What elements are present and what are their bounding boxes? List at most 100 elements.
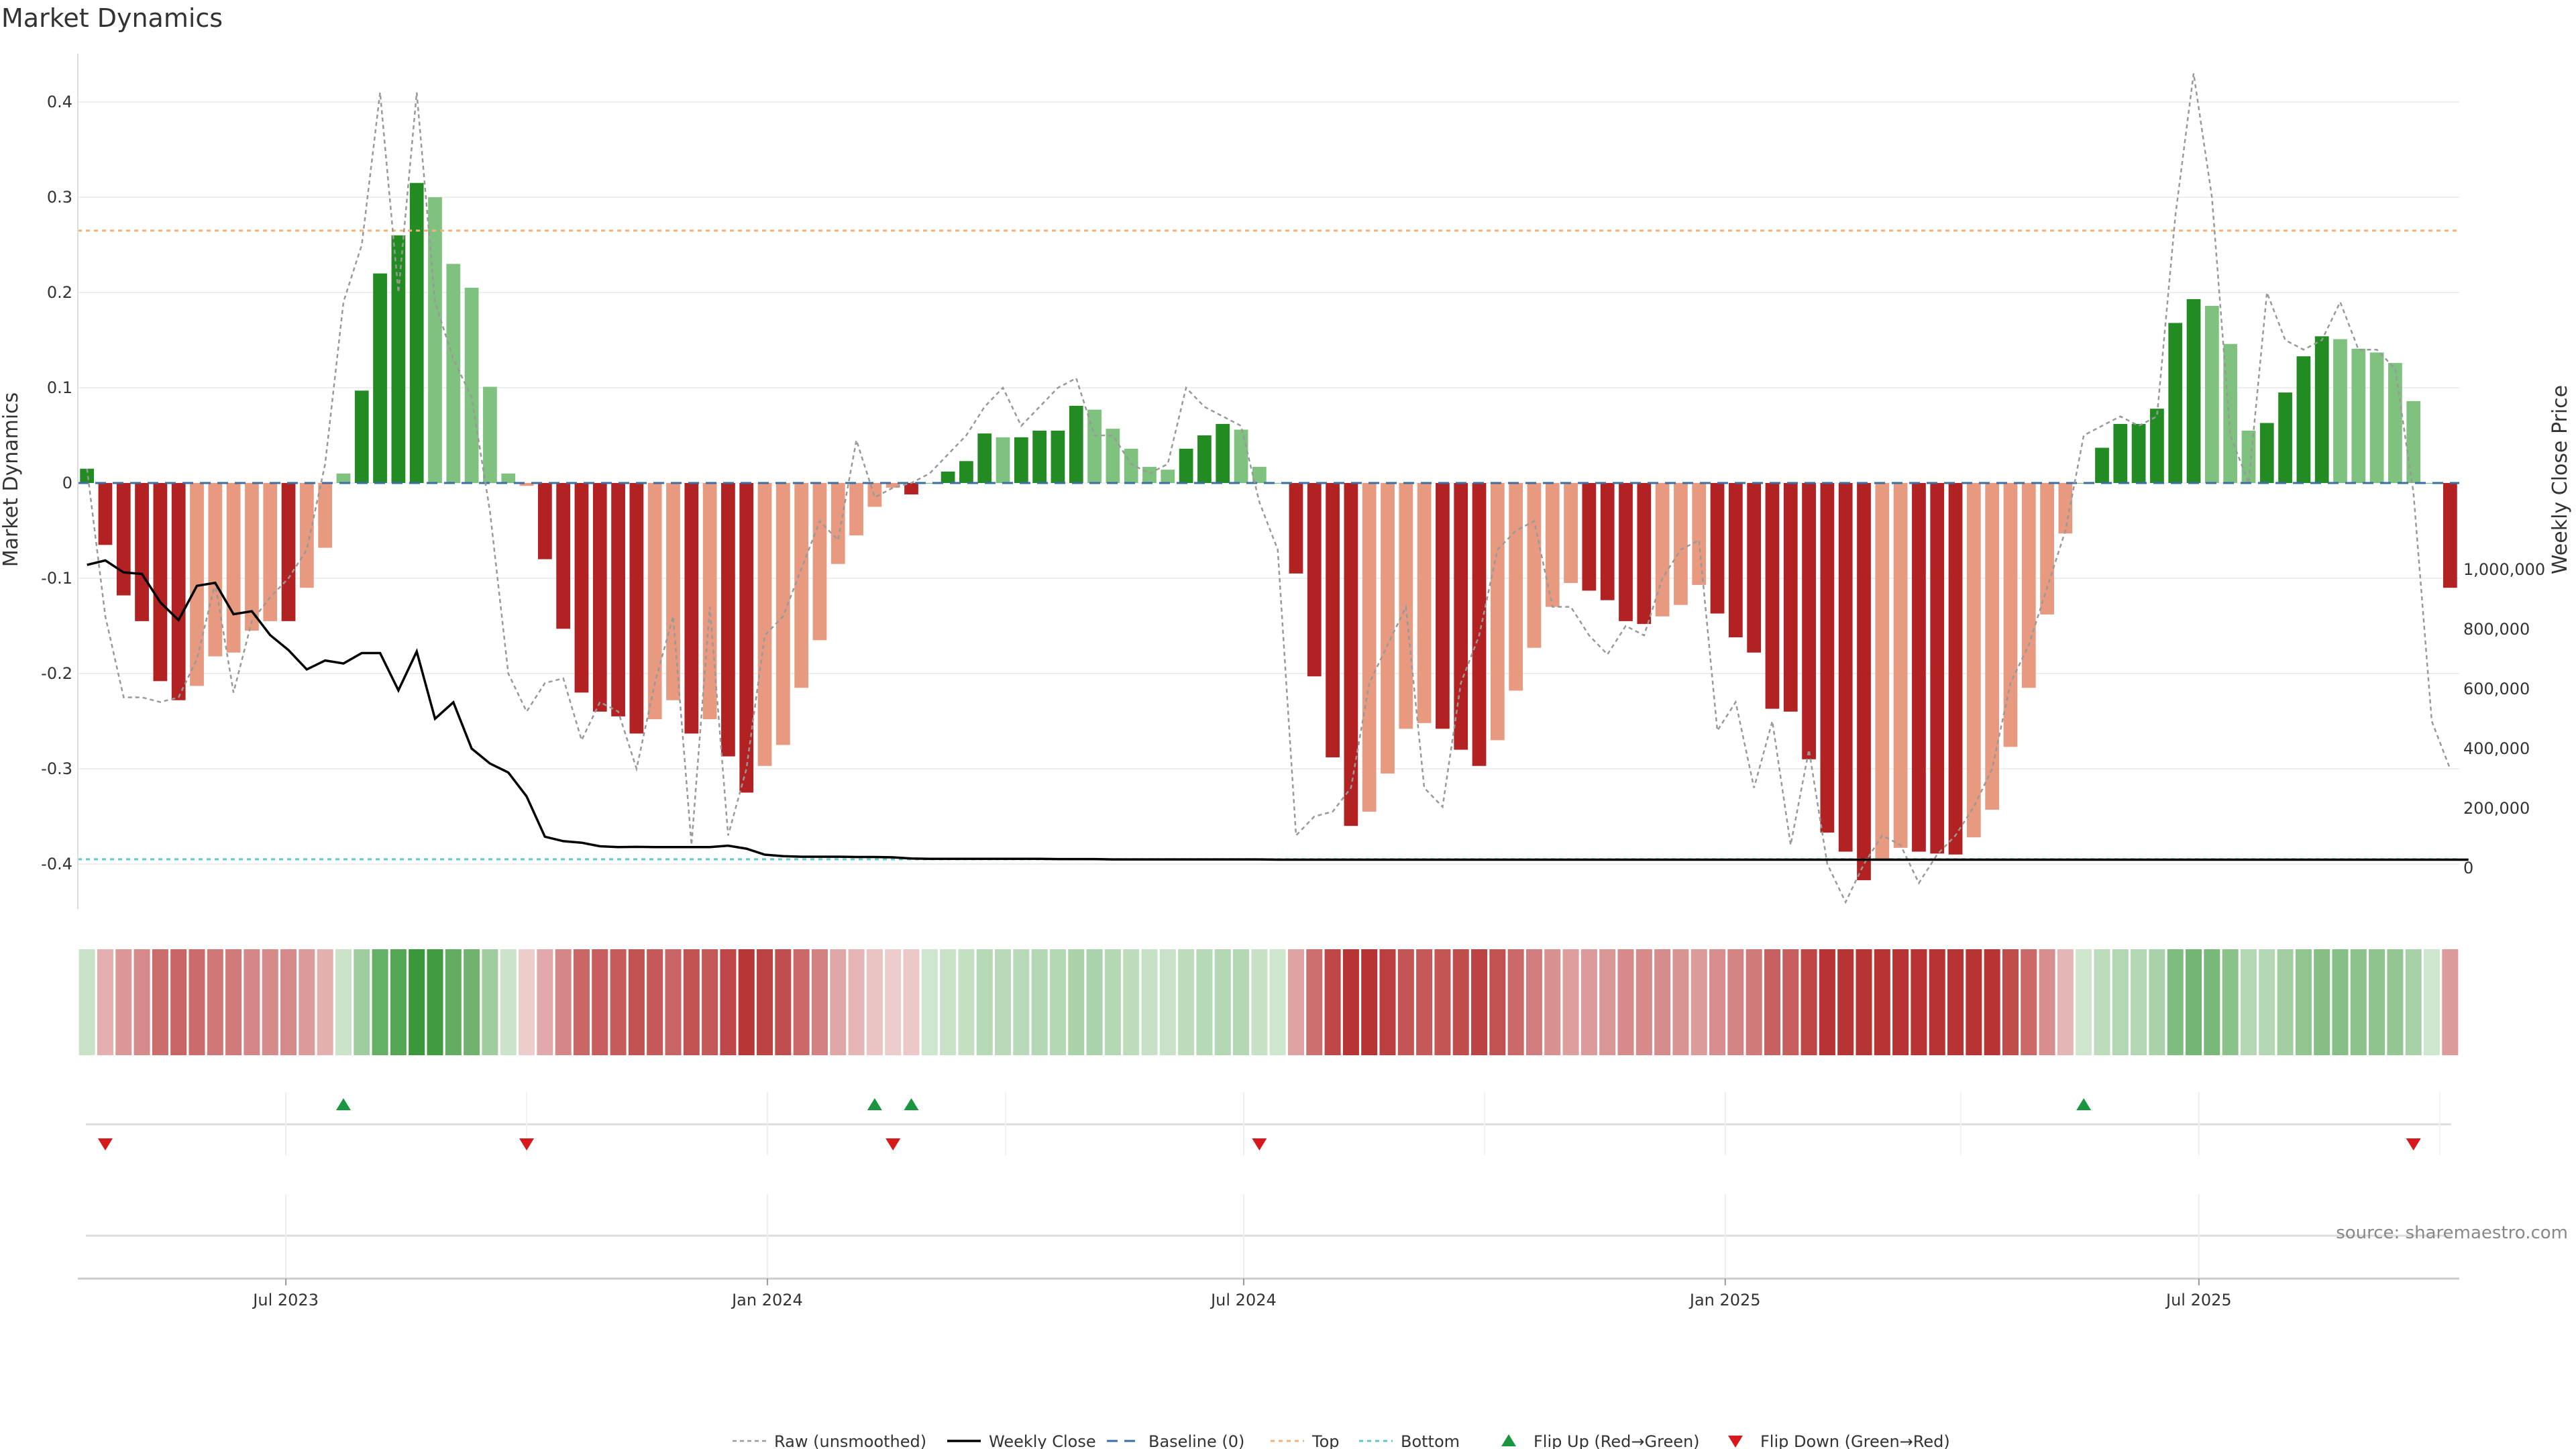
- dynamics-bar: [446, 264, 461, 483]
- regime-cell: [1635, 949, 1652, 1055]
- regime-cell: [1580, 949, 1597, 1055]
- dynamics-bar: [2296, 356, 2311, 483]
- regime-cell: [775, 949, 792, 1055]
- regime-cell: [1489, 949, 1506, 1055]
- dynamics-bar: [226, 483, 241, 653]
- flip-markers-panel: [86, 1092, 2451, 1278]
- dynamics-bar: [1619, 483, 1633, 621]
- legend-label: Top: [1311, 1432, 1340, 1449]
- regime-cell: [1801, 949, 1817, 1055]
- dynamics-bar: [2241, 430, 2256, 483]
- regime-cell: [1013, 949, 1030, 1055]
- regime-cell: [133, 949, 150, 1055]
- regime-cell: [97, 949, 113, 1055]
- dynamics-bar: [1692, 483, 1707, 585]
- dynamics-bar: [611, 483, 625, 716]
- regime-cell: [573, 949, 590, 1055]
- dynamics-bar: [1362, 483, 1377, 812]
- dynamics-bar: [153, 483, 168, 682]
- dynamics-bar: [1820, 483, 1835, 833]
- dynamics-bar: [922, 483, 937, 484]
- regime-cell: [1471, 949, 1488, 1055]
- regime-cell: [2039, 949, 2055, 1055]
- regime-cell: [2002, 949, 2019, 1055]
- dynamics-bar: [2314, 336, 2329, 483]
- dynamics-bar: [1069, 405, 1083, 483]
- regime-cell: [811, 949, 828, 1055]
- regime-cell: [537, 949, 553, 1055]
- regime-cell: [207, 949, 223, 1055]
- axes: 0.4 0.3 0.2 0.1 0 -0.1 -0.2 -0.3 -0.4 1,000,000 80…: [41, 54, 2545, 909]
- regime-cell: [2149, 949, 2165, 1055]
- regime-cell: [1782, 949, 1799, 1055]
- chart-title: Market Dynamics: [1, 3, 223, 33]
- flip-up-marker: [335, 1098, 351, 1110]
- raw-line: [86, 73, 2451, 904]
- regime-cell: [1874, 949, 1890, 1055]
- dynamics-bar: [519, 483, 534, 486]
- dynamics-bar: [1637, 483, 1652, 625]
- regime-cell: [1214, 949, 1231, 1055]
- dynamics-bar: [830, 483, 845, 564]
- dynamics-bar: [1197, 435, 1212, 483]
- dynamics-bar: [171, 483, 186, 700]
- dynamics-bar: [1234, 429, 1248, 483]
- regime-cell: [793, 949, 810, 1055]
- left-tick-label: 0.4: [47, 93, 72, 111]
- regime-cell: [1287, 949, 1304, 1055]
- regime-cell: [1911, 949, 1927, 1055]
- regime-cell: [2112, 949, 2129, 1055]
- dynamics-bar: [1783, 483, 1798, 712]
- dynamics-bar: [1289, 483, 1303, 574]
- dynamics-bar: [812, 483, 827, 641]
- regime-cell: [1123, 949, 1140, 1055]
- dynamics-bar: [1765, 483, 1780, 709]
- regime-cell: [482, 949, 498, 1055]
- dynamics-bar: [135, 483, 149, 621]
- legend-label: Weekly Close: [989, 1432, 1096, 1449]
- x-tick-label: Jul 2025: [2165, 1291, 2232, 1309]
- regime-cell: [262, 949, 278, 1055]
- regime-cell: [2259, 949, 2275, 1055]
- regime-cell: [2295, 949, 2312, 1055]
- dynamics-bar: [1326, 483, 1340, 757]
- regime-cell: [115, 949, 132, 1055]
- regime-cell: [995, 949, 1012, 1055]
- dynamics-bar: [2186, 299, 2201, 483]
- legend-label: Raw (unsmoothed): [774, 1432, 926, 1449]
- dynamics-bar: [263, 483, 278, 621]
- dynamics-bar: [1381, 483, 1395, 774]
- right-tick-label: 600,000: [2463, 680, 2530, 698]
- legend-label: Flip Down (Green→Red): [1760, 1432, 1950, 1449]
- dynamics-bar: [775, 483, 790, 745]
- dynamics-bar: [2095, 447, 2109, 483]
- dynamics-bar: [1014, 437, 1028, 483]
- dynamics-bar: [501, 473, 516, 483]
- regime-cell: [2350, 949, 2367, 1055]
- regime-cell: [848, 949, 865, 1055]
- regime-cell: [757, 949, 773, 1055]
- regime-cell: [2442, 949, 2459, 1055]
- dynamics-bar: [2113, 423, 2128, 483]
- dynamics-bar: [647, 483, 662, 720]
- regime-cell: [921, 949, 938, 1055]
- regime-cell: [189, 949, 205, 1055]
- regime-cell: [1068, 949, 1085, 1055]
- dynamics-bar: [1472, 483, 1487, 766]
- regime-cell: [1361, 949, 1378, 1055]
- dynamics-bar: [373, 273, 387, 483]
- dynamics-bar: [428, 197, 442, 483]
- regime-cell: [409, 949, 425, 1055]
- dynamics-bar: [1802, 483, 1816, 759]
- dynamics-bar: [2168, 323, 2183, 483]
- regime-cell: [1416, 949, 1433, 1055]
- x-tick-label: Jul 2024: [1210, 1291, 1277, 1309]
- flip-up-marker: [904, 1098, 919, 1110]
- dynamics-bar: [464, 287, 479, 483]
- dynamics-bar: [483, 386, 497, 483]
- dynamics-bar: [318, 483, 333, 548]
- dynamics-bar: [959, 461, 973, 483]
- regime-cell: [2076, 949, 2092, 1055]
- dynamics-bar: [2278, 392, 2292, 483]
